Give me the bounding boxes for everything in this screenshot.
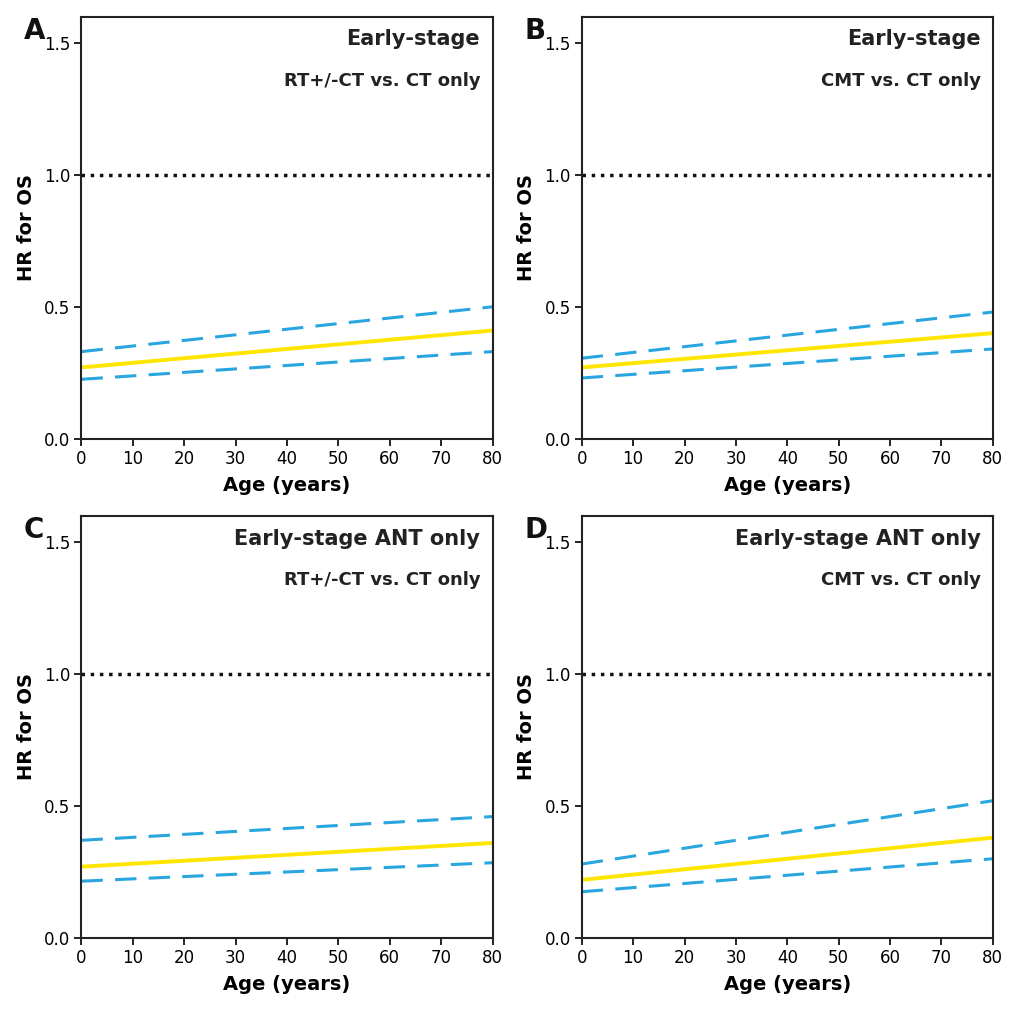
Text: RT+/-CT vs. CT only: RT+/-CT vs. CT only [283,571,480,588]
Text: CMT vs. CT only: CMT vs. CT only [819,72,979,90]
Text: B: B [524,16,545,44]
Y-axis label: HR for OS: HR for OS [517,174,535,281]
Y-axis label: HR for OS: HR for OS [16,174,36,281]
Text: D: D [524,516,546,544]
Text: RT+/-CT vs. CT only: RT+/-CT vs. CT only [283,72,480,90]
X-axis label: Age (years): Age (years) [722,476,850,495]
Text: Early-stage: Early-stage [346,29,480,50]
Y-axis label: HR for OS: HR for OS [517,673,535,780]
Y-axis label: HR for OS: HR for OS [16,673,36,780]
X-axis label: Age (years): Age (years) [223,976,351,995]
X-axis label: Age (years): Age (years) [223,476,351,495]
Text: CMT vs. CT only: CMT vs. CT only [819,571,979,588]
Text: Early-stage: Early-stage [846,29,979,50]
Text: Early-stage ANT only: Early-stage ANT only [734,529,979,549]
X-axis label: Age (years): Age (years) [722,976,850,995]
Text: C: C [23,516,44,544]
Text: A: A [23,16,46,44]
Text: Early-stage ANT only: Early-stage ANT only [234,529,480,549]
